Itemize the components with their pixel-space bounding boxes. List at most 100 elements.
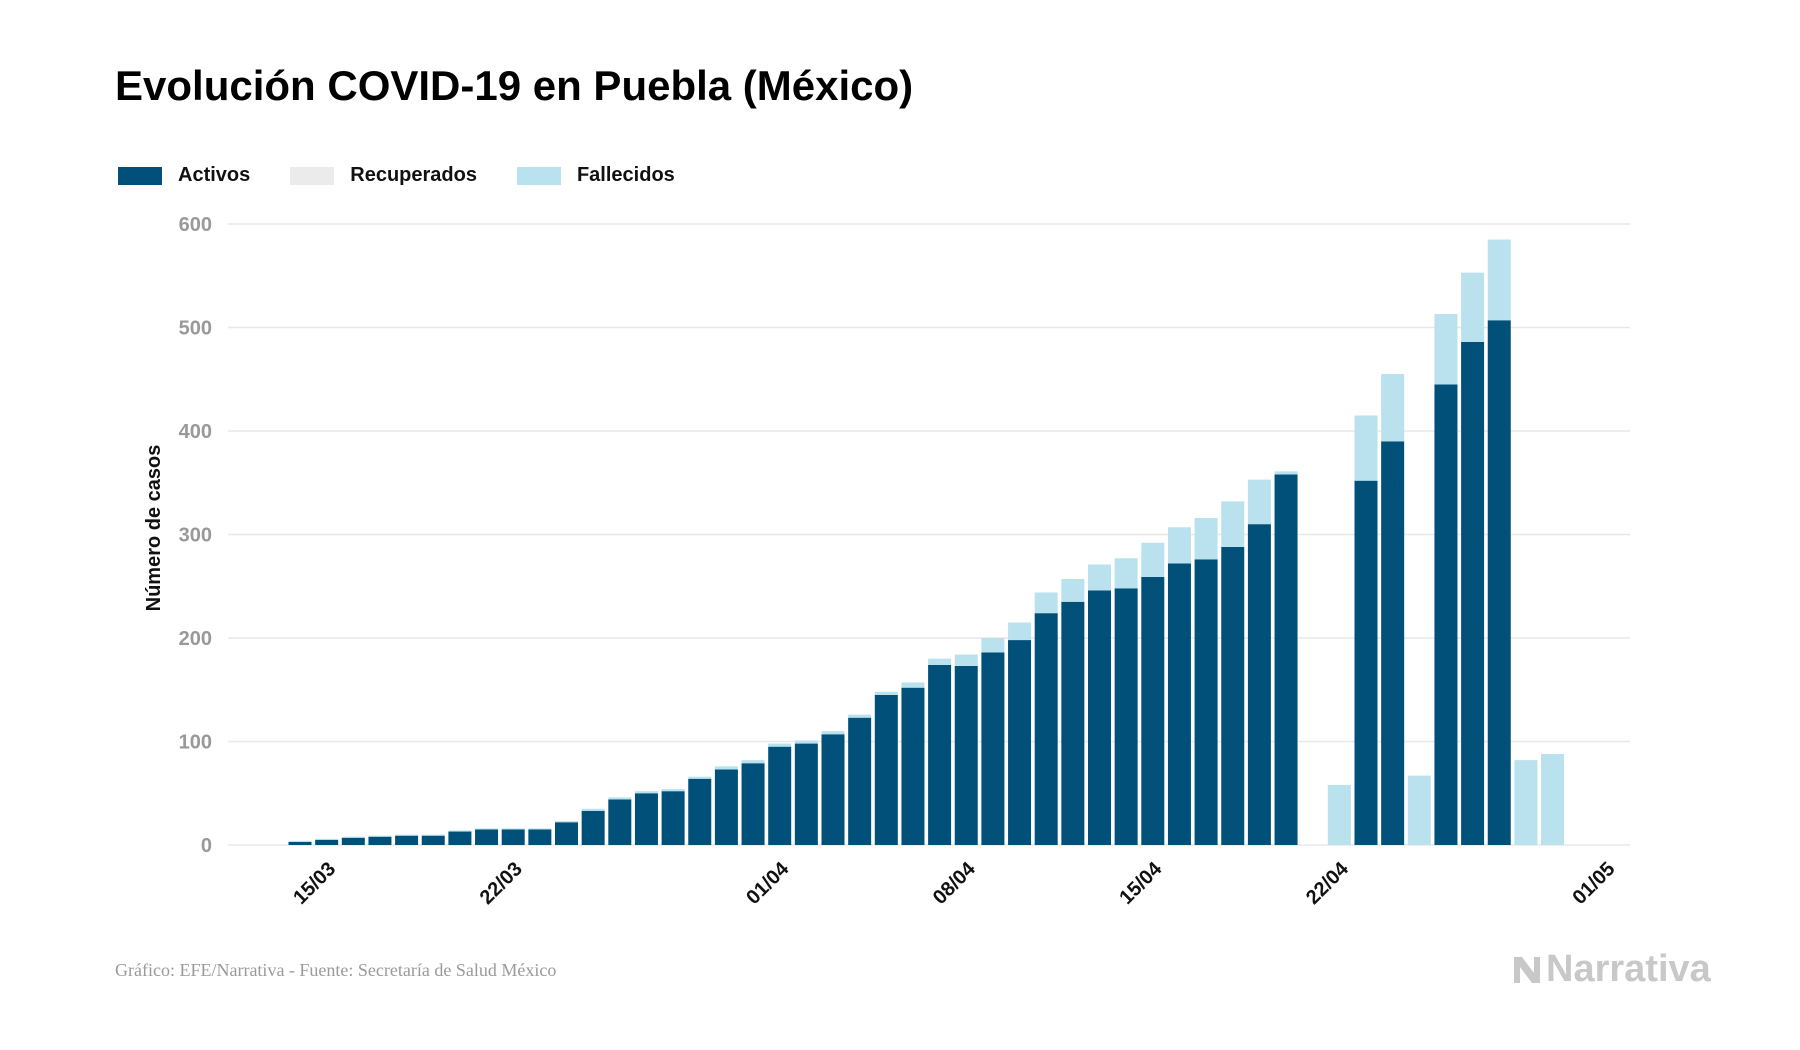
legend-swatch-activos (118, 166, 162, 185)
bar-fallecidos (421, 834, 445, 836)
bar-activos (714, 769, 738, 845)
bar-fallecidos (1434, 314, 1458, 385)
y-tick-label: 600 (179, 214, 212, 236)
legend-item-fallecidos: Fallecidos (516, 164, 675, 187)
bar-activos (928, 664, 952, 845)
bar-fallecidos (954, 654, 978, 666)
bar-activos (1487, 320, 1511, 845)
bar-activos (1194, 559, 1218, 845)
x-tick-label: 08/04 (929, 857, 981, 909)
bar-fallecidos (714, 766, 738, 770)
bar-activos (421, 835, 445, 845)
bar-fallecidos (794, 740, 818, 744)
y-tick-label: 300 (179, 525, 212, 547)
bar-activos (475, 829, 499, 845)
bar-activos (528, 829, 552, 845)
y-tick-label: 200 (179, 628, 212, 650)
bar-fallecidos (768, 743, 792, 747)
bar-activos (634, 793, 658, 845)
bar-fallecidos (1407, 775, 1431, 845)
brand-logo: Narrativa (1512, 948, 1711, 991)
bar-activos (395, 835, 419, 845)
bar-activos (1088, 590, 1111, 845)
y-tick-label: 100 (179, 732, 212, 754)
bar-activos (315, 839, 339, 845)
bar-fallecidos (555, 821, 578, 823)
bar-activos (1061, 601, 1085, 845)
bar-fallecidos (1247, 479, 1271, 525)
bar-fallecidos (581, 808, 605, 811)
bar-fallecidos (1088, 564, 1111, 591)
legend-label-recuperados: Recuperados (350, 164, 477, 186)
bar-fallecidos (1061, 579, 1085, 602)
bar-fallecidos (1541, 753, 1565, 845)
bar-activos (1274, 474, 1298, 845)
bar-fallecidos (1487, 239, 1511, 321)
bar-fallecidos (1167, 527, 1191, 564)
bar-fallecidos (288, 840, 312, 842)
bar-activos (768, 746, 792, 845)
page-title: Evolución COVID-19 en Puebla (México) (115, 62, 914, 109)
bar-fallecidos (1008, 622, 1032, 641)
bar-fallecidos (1381, 374, 1405, 442)
bar-fallecidos (341, 836, 365, 838)
bar-fallecidos (395, 834, 419, 836)
bar-activos (1461, 341, 1485, 845)
bar-activos (901, 687, 925, 845)
bar-activos (341, 837, 365, 845)
bar-activos (555, 822, 578, 845)
bar-fallecidos (448, 830, 472, 832)
bar-fallecidos (1327, 784, 1351, 845)
bar-activos (288, 841, 312, 845)
bar-activos (501, 829, 525, 845)
bar-fallecidos (608, 797, 632, 800)
bar-fallecidos (634, 791, 658, 794)
bar-fallecidos (874, 691, 898, 695)
bar-activos (688, 778, 712, 845)
x-tick-label: 22/04 (1302, 857, 1354, 909)
bar-activos (1114, 588, 1138, 845)
bar-fallecidos (1034, 592, 1058, 614)
bar-activos (874, 694, 898, 845)
bar-activos (1034, 613, 1058, 845)
source-caption: Gráfico: EFE/Narrativa - Fuente: Secreta… (115, 960, 557, 980)
bar-activos (1247, 524, 1271, 845)
bar-activos (981, 652, 1005, 845)
legend-item-recuperados: Recuperados (290, 164, 477, 187)
y-tick-label: 400 (179, 421, 212, 443)
y-tick-label: 500 (179, 318, 212, 340)
bar-activos (368, 836, 392, 845)
legend-swatch-recuperados (290, 166, 335, 185)
bar-activos (661, 791, 685, 845)
legend-label-fallecidos: Fallecidos (576, 164, 675, 186)
bar-fallecidos (661, 789, 685, 792)
bar-fallecidos (1274, 471, 1298, 475)
bar-activos (448, 831, 472, 845)
bar-activos (581, 810, 605, 845)
brand-name: Narrativa (1546, 948, 1711, 990)
bar-fallecidos (928, 658, 952, 665)
bar-activos (608, 799, 632, 845)
bar-fallecidos (1194, 517, 1218, 560)
bar-fallecidos (741, 760, 765, 764)
bar-fallecidos (315, 838, 339, 840)
bar-fallecidos (821, 731, 845, 735)
bar-fallecidos (1114, 558, 1138, 589)
legend-item-activos: Activos (118, 164, 250, 187)
bar-activos (794, 743, 818, 845)
bar-fallecidos (1354, 415, 1378, 481)
bar-activos (1008, 640, 1032, 845)
x-tick-label: 01/05 (1568, 858, 1619, 909)
x-tick-label: 01/04 (742, 857, 794, 909)
bar-fallecidos (901, 682, 925, 688)
x-tick-label: 15/03 (289, 858, 340, 909)
bar-activos (1141, 576, 1165, 845)
narrativa-logo-icon (1514, 956, 1540, 983)
bar-fallecidos (1514, 760, 1538, 845)
bar-activos (954, 665, 978, 845)
bar-activos (1354, 480, 1378, 845)
bar-fallecidos (501, 828, 525, 830)
bar-fallecidos (688, 776, 712, 779)
bar-fallecidos (475, 828, 499, 830)
